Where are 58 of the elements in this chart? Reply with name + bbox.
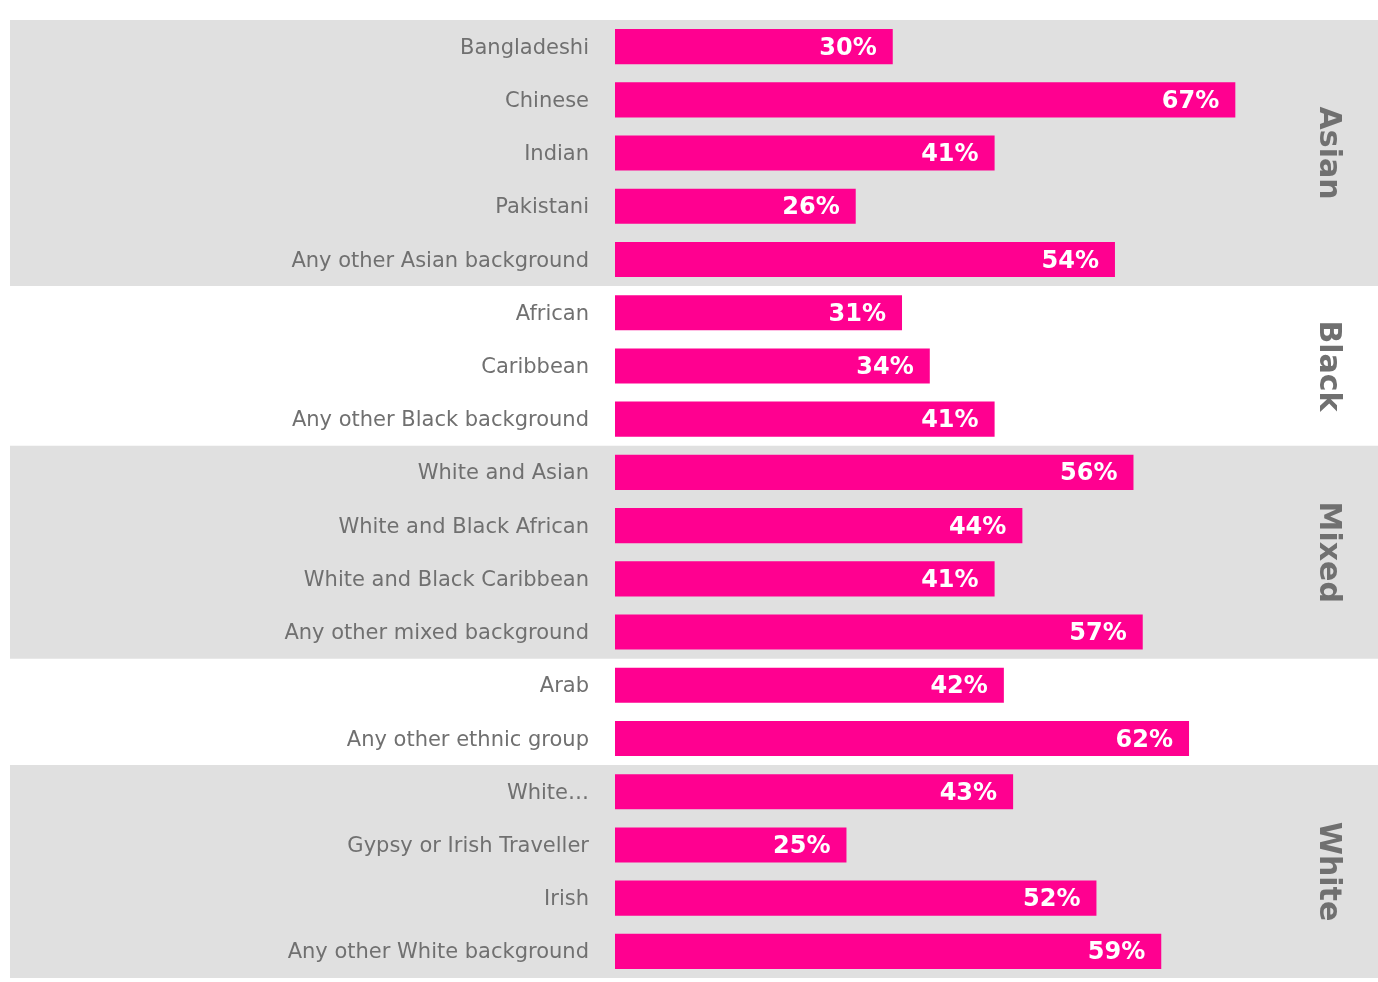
bar: [615, 933, 1162, 969]
bar: [615, 880, 1097, 916]
y-tick-label: Indian: [524, 141, 589, 166]
data-label: 34%: [856, 351, 914, 380]
bar: [615, 135, 995, 171]
bar: [615, 667, 1004, 703]
y-tick-label: Caribbean: [481, 353, 589, 378]
y-tick-label: White…: [506, 779, 589, 804]
data-label: 43%: [939, 777, 998, 806]
bar: [615, 82, 1236, 118]
data-label: 41%: [921, 139, 979, 168]
text: Black: [1312, 320, 1348, 413]
y-tick-label: Any other White background: [287, 939, 589, 964]
bar: [615, 561, 995, 597]
data-label: 25%: [773, 830, 831, 859]
data-label: 41%: [921, 564, 979, 593]
y-tick-label: White and Asian: [417, 460, 589, 485]
data-label: 54%: [1041, 245, 1099, 274]
y-tick-label: Any other Black background: [291, 407, 589, 432]
y-tick-label: Irish: [544, 886, 589, 911]
y-tick-label: Any other ethnic group: [346, 726, 589, 751]
bar: [615, 720, 1190, 757]
y-tick-label: Pakistani: [495, 194, 589, 219]
bar: [615, 827, 847, 863]
data-label: 42%: [930, 671, 988, 700]
data-label: 26%: [782, 192, 840, 221]
data-label: 57%: [1069, 618, 1127, 647]
y-tick-label: Arab: [539, 673, 589, 698]
y-tick-label: White and Black African: [338, 513, 589, 538]
data-label: 59%: [1087, 937, 1146, 966]
data-label: 31%: [828, 298, 887, 327]
y-tick-label: White and Black Caribbean: [303, 566, 589, 591]
bar: [615, 295, 903, 331]
band-label: Mixed: [1312, 501, 1348, 603]
bar: [615, 29, 893, 65]
y-tick-label: Chinese: [505, 87, 589, 112]
bar: [615, 508, 1023, 544]
y-tick-label: Bangladeshi: [460, 34, 589, 59]
y-tick-label: Any other mixed background: [284, 620, 589, 645]
data-label: 30%: [819, 32, 877, 61]
bar: [615, 241, 1115, 278]
data-label: 41%: [921, 405, 979, 434]
bar: [615, 401, 995, 437]
bar: [615, 348, 930, 384]
band-label: Asian: [1312, 106, 1348, 200]
bar: [615, 454, 1134, 490]
bar: [615, 614, 1143, 650]
data-label: 56%: [1060, 458, 1118, 487]
data-label: 52%: [1022, 884, 1081, 913]
y-tick-label: African: [515, 300, 589, 325]
y-tick-label: Gypsy or Irish Traveller: [347, 832, 590, 857]
bar: [615, 774, 1014, 810]
bar: [615, 188, 856, 224]
data-label: 67%: [1161, 85, 1220, 114]
y-tick-label: Any other Asian background: [291, 247, 589, 272]
data-label: 44%: [948, 511, 1007, 540]
data-label: 62%: [1115, 724, 1174, 753]
band-label: White: [1312, 821, 1348, 922]
